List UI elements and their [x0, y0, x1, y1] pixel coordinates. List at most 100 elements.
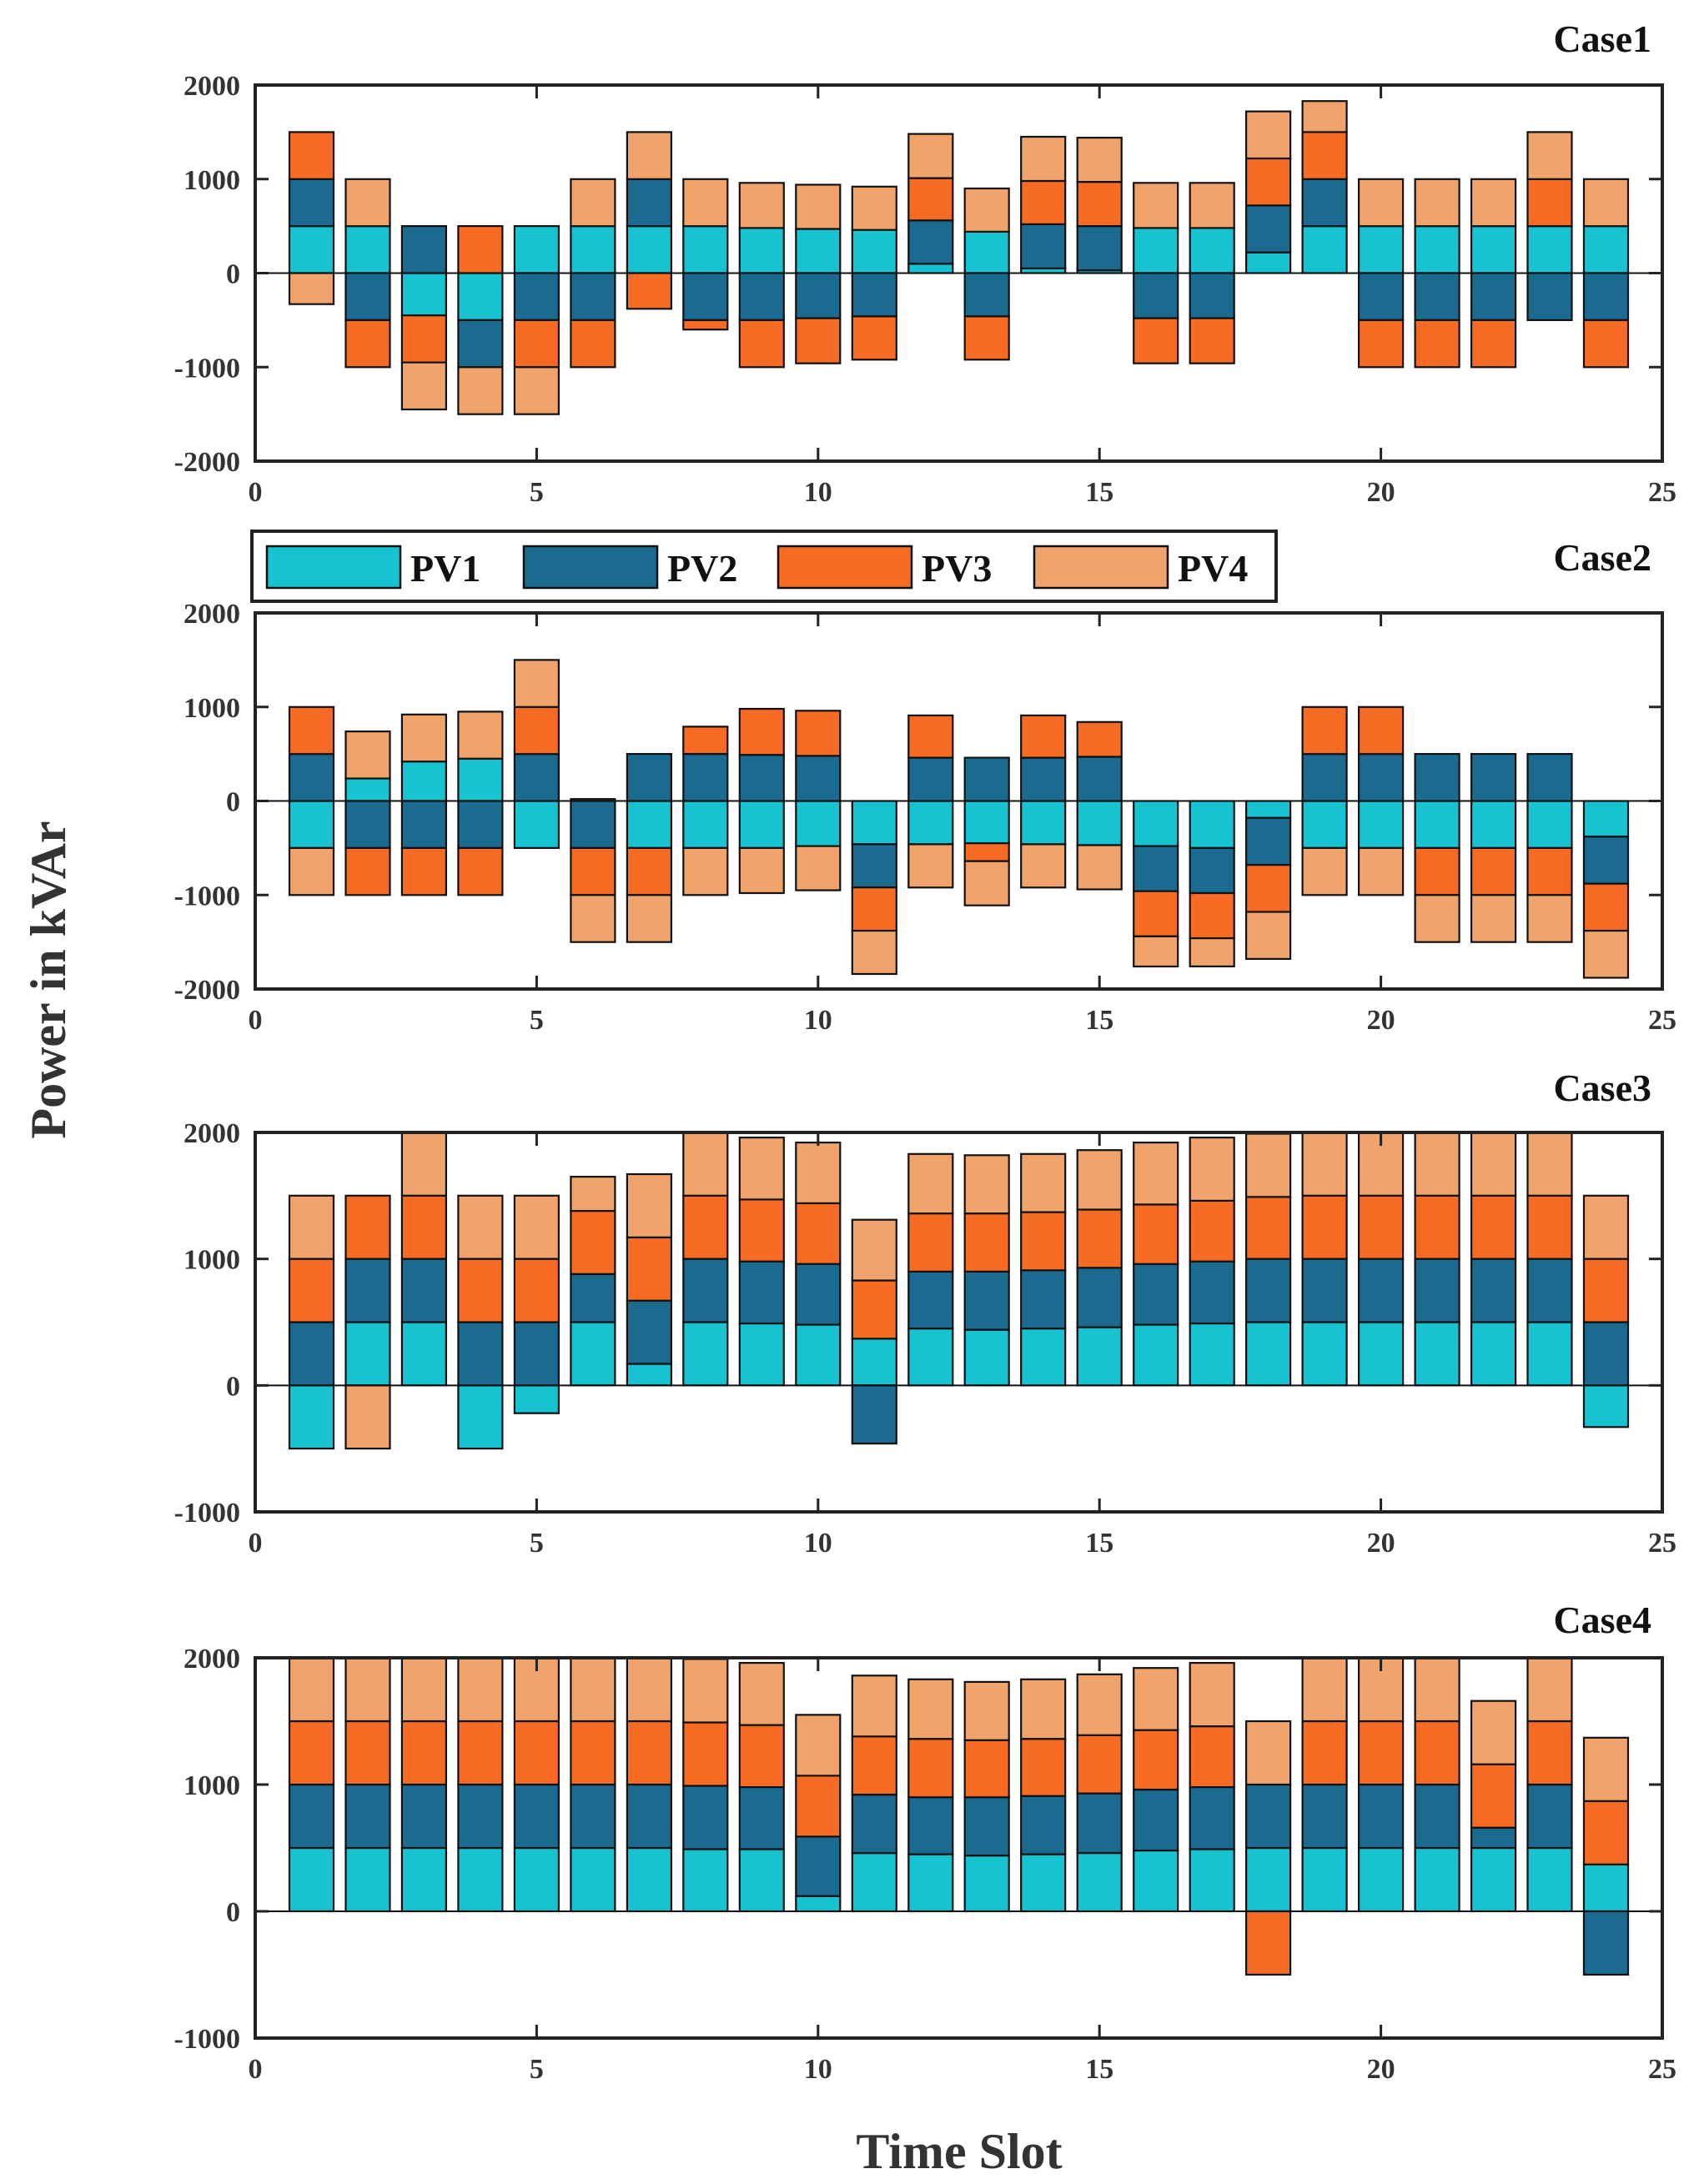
x-tick-label: 10 — [804, 477, 832, 508]
bar-segment-pv4-slot-17 — [1189, 936, 1235, 967]
bar-segment-pv1-slot-16 — [1133, 227, 1179, 274]
bar-segment-pv1-slot-13 — [963, 800, 1010, 845]
bar-segment-pv2-slot-6 — [570, 1783, 616, 1850]
x-tick-label: 10 — [804, 1005, 832, 1036]
bar-segment-pv3-slot-4 — [457, 1258, 504, 1323]
bar-segment-pv3-slot-8 — [682, 1721, 729, 1787]
y-tick-label: -2000 — [174, 975, 240, 1006]
y-tick-label: 1000 — [183, 1245, 240, 1276]
chart-panel-2: -2000 -1000 0 1000 2000 0 5 10 15 20 25 Case2 — [174, 536, 1676, 1036]
panel-title: Case2 — [1553, 536, 1651, 579]
bar-segment-pv4-slot-12 — [907, 1152, 954, 1215]
bar-segment-pv1-slot-5 — [513, 800, 560, 850]
bar-segment-pv2-slot-18 — [1244, 1258, 1292, 1323]
y-tick-label: 1000 — [183, 693, 240, 724]
bar-segment-pv4-slot-22 — [1470, 1700, 1517, 1765]
plot-frame — [254, 1656, 1664, 2040]
bar-segment-pv1-slot-14 — [1020, 1327, 1067, 1387]
y-tick-label: -2000 — [174, 447, 240, 478]
y-tick-label: 0 — [226, 259, 240, 290]
bar-segment-pv1-slot-11 — [851, 1338, 897, 1387]
bar-segment-pv1-slot-2 — [344, 225, 391, 274]
bar-segment-pv3-slot-12 — [907, 714, 954, 759]
bar-segment-pv3-slot-4 — [457, 225, 504, 274]
bar-segment-pv4-slot-16 — [1133, 935, 1179, 968]
bar-segment-pv1-slot-20 — [1357, 1846, 1405, 1913]
x-tick-label: 15 — [1085, 1528, 1113, 1559]
bar-segment-pv2-slot-2 — [344, 1258, 391, 1323]
bar-segment-pv4-slot-19 — [1301, 1131, 1348, 1197]
bar-segment-pv2-slot-5 — [513, 272, 560, 322]
bar-segment-pv3-slot-10 — [795, 1775, 842, 1838]
legend-label-pv1: PV1 — [410, 547, 480, 590]
bar-segment-pv4-slot-7 — [626, 1172, 673, 1238]
bar-segment-pv1-slot-9 — [738, 800, 785, 850]
bar-segment-pv3-slot-24 — [1582, 882, 1630, 932]
bar-segment-pv2-slot-6 — [570, 1273, 616, 1323]
bar-segment-pv4-slot-16 — [1133, 182, 1179, 229]
bar-segment-pv3-slot-1 — [288, 1720, 335, 1786]
panel-title: Case1 — [1553, 18, 1651, 60]
bar-segment-pv2-slot-4 — [457, 800, 504, 850]
bar-segment-pv3-slot-4 — [457, 1720, 504, 1786]
bar-segment-pv4-slot-9 — [738, 182, 785, 229]
bar-segment-pv3-slot-10 — [795, 317, 842, 364]
bar-segment-pv3-slot-13 — [963, 1739, 1010, 1799]
bar-segment-pv2-slot-6 — [570, 272, 616, 322]
bar-segment-pv1-slot-16 — [1133, 800, 1179, 847]
bar-segment-pv2-slot-9 — [738, 272, 785, 322]
bar-segment-pv2-slot-2 — [344, 800, 391, 850]
bar-segment-pv4-slot-10 — [795, 1714, 842, 1777]
bar-segment-pv1-slot-21 — [1414, 1846, 1460, 1913]
bar-segment-pv3-slot-23 — [1526, 846, 1573, 896]
x-tick-label: 5 — [530, 1005, 544, 1036]
bar-segment-pv1-slot-14 — [1020, 800, 1067, 846]
bar-segment-pv1-slot-22 — [1470, 1846, 1517, 1913]
bar-segment-pv3-slot-8 — [682, 319, 729, 331]
bar-segment-pv3-slot-19 — [1301, 131, 1348, 180]
bar-segment-pv3-slot-2 — [344, 1194, 391, 1260]
bar-segment-pv1-slot-15 — [1076, 1326, 1123, 1387]
bar-segment-pv3-slot-11 — [851, 886, 897, 932]
bar-segment-pv4-slot-24 — [1582, 178, 1630, 228]
bar-segment-pv4-slot-7 — [626, 894, 673, 943]
bar-segment-pv2-slot-19 — [1301, 178, 1348, 228]
bar-segment-pv4-slot-9 — [738, 1661, 785, 1726]
bar-segment-pv1-slot-13 — [963, 230, 1010, 274]
bar-segment-pv4-slot-19 — [1301, 100, 1348, 133]
bar-segment-pv3-slot-7 — [626, 1720, 673, 1786]
bar-segment-pv1-slot-23 — [1526, 1321, 1573, 1387]
bar-segment-pv2-slot-14 — [1020, 1269, 1067, 1330]
bar-segment-pv2-slot-19 — [1301, 1258, 1348, 1323]
bar-segment-pv2-slot-1 — [288, 178, 335, 228]
bar-segment-pv1-slot-8 — [682, 1848, 729, 1913]
bar-segment-pv3-slot-21 — [1414, 846, 1460, 896]
bar-segment-pv1-slot-19 — [1301, 1846, 1348, 1913]
bar-segment-pv1-slot-8 — [682, 1321, 729, 1387]
bar-segment-pv2-slot-24 — [1582, 836, 1630, 885]
bar-segment-pv4-slot-4 — [457, 1194, 504, 1260]
bar-segment-pv4-slot-7 — [626, 1656, 673, 1723]
bar-segment-pv3-slot-16 — [1133, 1729, 1179, 1791]
bar-segment-pv1-slot-5 — [513, 225, 560, 274]
bar-segment-pv3-slot-6 — [570, 846, 616, 896]
y-tick-label: 1000 — [183, 1770, 240, 1801]
bar-segment-pv4-slot-21 — [1414, 894, 1460, 943]
bar-segment-pv4-slot-11 — [851, 185, 897, 231]
bar-segment-pv2-slot-12 — [907, 756, 954, 802]
bar-segment-pv3-slot-16 — [1133, 317, 1179, 364]
bar-segment-pv1-slot-3 — [400, 1321, 447, 1387]
bar-segment-pv4-slot-9 — [738, 1136, 785, 1201]
bar-segment-pv2-slot-14 — [1020, 1795, 1067, 1855]
bar-segment-pv1-slot-24 — [1582, 1384, 1630, 1428]
bar-segment-pv3-slot-7 — [626, 272, 673, 310]
bar-segment-pv2-slot-5 — [513, 752, 560, 802]
bar-segment-pv4-slot-19 — [1301, 1656, 1348, 1723]
bar-segment-pv4-slot-18 — [1244, 1132, 1292, 1198]
bar-segment-pv2-slot-9 — [738, 1260, 785, 1325]
bar-segment-pv1-slot-7 — [626, 225, 673, 274]
bar-segment-pv3-slot-21 — [1414, 1194, 1460, 1260]
bar-segment-pv2-slot-6 — [570, 800, 616, 850]
bar-segment-pv4-slot-13 — [963, 1154, 1010, 1215]
bar-segment-pv2-slot-9 — [738, 1785, 785, 1850]
